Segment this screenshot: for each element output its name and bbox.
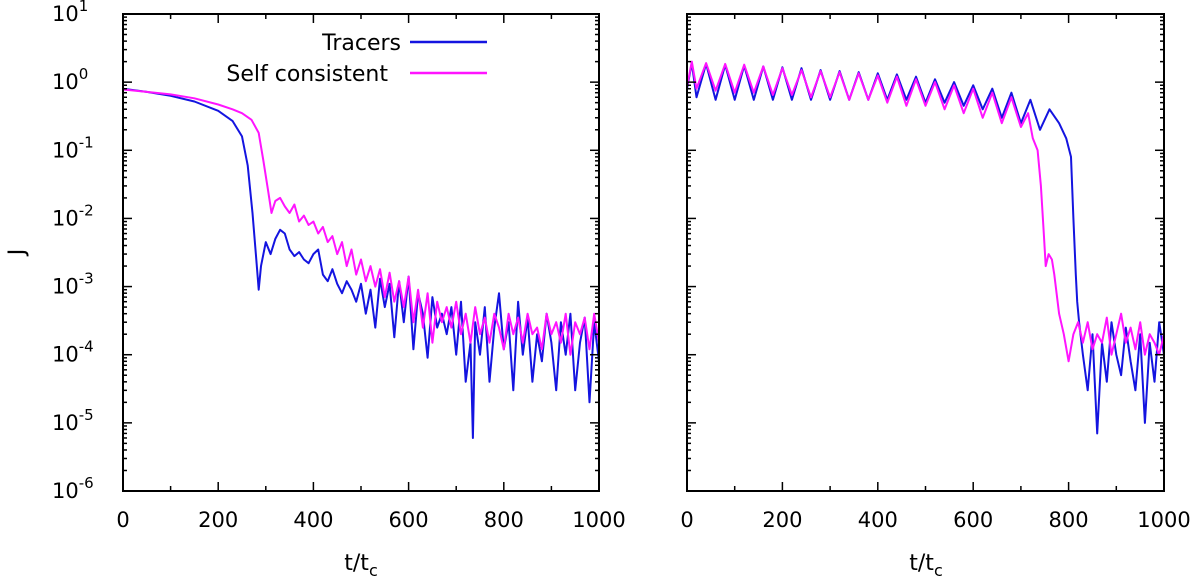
right-x-tick-label: 200 xyxy=(762,508,802,532)
right-x-axis-label-sub: c xyxy=(934,561,943,580)
left-x-tick-label: 1000 xyxy=(572,508,625,532)
legend: Tracers Self consistent xyxy=(226,31,487,87)
right-panel: 0 200 400 600 800 1000 t/tc xyxy=(680,13,1191,580)
left-y-tick-label: 10-5 xyxy=(52,406,94,435)
legend-label-self-consistent: Self consistent xyxy=(226,62,388,87)
right-series-tracers xyxy=(687,62,1164,435)
left-x-tick-label: 600 xyxy=(389,508,429,532)
left-series-self-consistent xyxy=(123,88,599,356)
left-y-tick-label: 100 xyxy=(52,65,88,94)
left-x-axis-label: t/tc xyxy=(344,551,377,580)
left-x-tick-label: 200 xyxy=(198,508,238,532)
left-series-tracers xyxy=(123,87,599,439)
right-x-axis-label: t/tc xyxy=(909,551,942,580)
left-y-tick-label: 10-6 xyxy=(52,474,94,503)
left-x-axis-label-sub: c xyxy=(369,561,378,580)
right-x-tick-label: 600 xyxy=(953,508,993,532)
legend-label-tracers: Tracers xyxy=(321,31,401,56)
right-x-tick-label: 1000 xyxy=(1137,508,1190,532)
right-x-tick-label: 400 xyxy=(858,508,898,532)
left-x-axis-label-main: t/t xyxy=(344,551,369,576)
right-x-tick-label: 0 xyxy=(680,508,693,532)
left-y-tick-label: 10-4 xyxy=(52,338,94,367)
left-x-tick-label: 800 xyxy=(484,508,524,532)
left-x-tick-label: 0 xyxy=(116,508,129,532)
left-y-tick-label: 101 xyxy=(52,0,88,26)
left-x-tick-label: 400 xyxy=(293,508,333,532)
left-y-tick-label: 10-1 xyxy=(52,133,94,162)
left-y-tick-label: 10-3 xyxy=(52,270,94,299)
right-x-axis-label-main: t/t xyxy=(909,551,934,576)
left-y-axis-label: J xyxy=(5,249,30,258)
right-x-tick-label: 800 xyxy=(1049,508,1089,532)
left-panel: 0 200 400 600 800 1000 101 100 10-1 10-2 10-3 10-4… xyxy=(5,0,626,580)
left-y-tick-label: 10-2 xyxy=(52,201,94,230)
right-series-self-consistent xyxy=(687,60,1164,363)
